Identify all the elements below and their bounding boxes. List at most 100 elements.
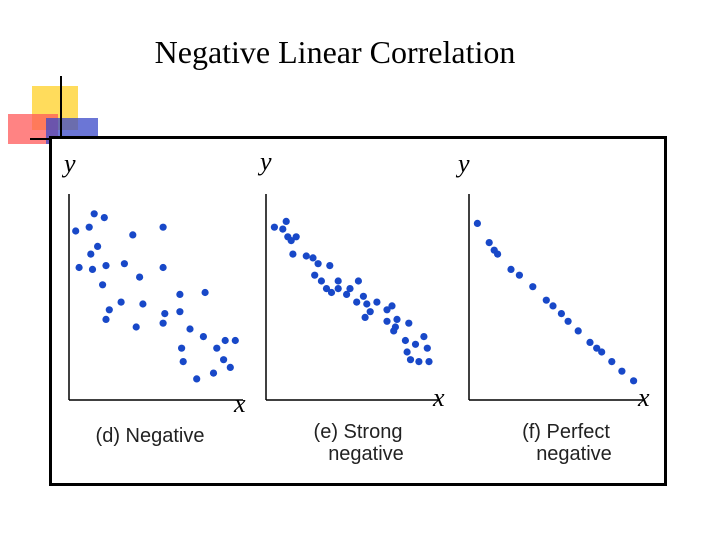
data-point — [586, 338, 594, 346]
data-point — [494, 250, 502, 258]
data-point — [159, 319, 167, 327]
data-point — [209, 369, 218, 377]
data-point — [401, 336, 409, 345]
data-point — [363, 300, 371, 308]
data-point — [75, 263, 83, 272]
data-point — [302, 252, 310, 260]
data-point — [326, 262, 334, 270]
data-point — [161, 310, 169, 318]
data-point — [542, 296, 550, 304]
data-point — [282, 217, 290, 225]
data-point — [129, 231, 137, 239]
y-axis-label: y — [257, 147, 272, 176]
figure-frame — [49, 136, 667, 486]
data-point — [87, 250, 95, 258]
data-point — [366, 308, 374, 316]
data-point — [359, 292, 367, 300]
data-point — [549, 302, 557, 310]
data-point — [100, 214, 108, 222]
data-point — [423, 344, 431, 352]
data-point — [405, 319, 413, 327]
data-point — [201, 288, 209, 297]
caption-line: (d) Negative — [96, 425, 205, 447]
data-point — [388, 302, 396, 310]
data-point — [159, 223, 167, 231]
data-point — [403, 348, 411, 356]
data-point — [221, 336, 229, 345]
data-point — [317, 277, 325, 285]
data-point — [411, 340, 420, 348]
data-point — [178, 344, 186, 352]
data-point — [226, 363, 234, 371]
caption-line: (f) Perfect — [522, 421, 610, 443]
caption-line: negative — [536, 443, 612, 465]
data-point — [289, 250, 297, 258]
scatter-plot-negative: y x (d) Negative — [61, 149, 246, 447]
data-point — [90, 210, 98, 218]
data-point — [72, 227, 80, 235]
data-point — [220, 356, 228, 364]
data-point — [179, 358, 187, 366]
data-point — [270, 223, 278, 231]
data-point — [94, 242, 102, 250]
data-point — [120, 260, 128, 268]
data-point — [425, 358, 433, 366]
data-point — [564, 317, 572, 325]
data-point — [284, 233, 292, 241]
data-point — [346, 285, 354, 293]
data-point — [199, 333, 207, 341]
data-point — [383, 306, 391, 314]
scatter-plot-strong-negative: y x (e) Strong negative — [257, 147, 445, 465]
caption-line: (e) Strong — [314, 421, 403, 443]
data-point — [186, 325, 194, 333]
data-point — [557, 310, 566, 318]
panel-caption: (e) Strong negative — [314, 421, 404, 465]
y-axis-label: y — [61, 149, 76, 178]
data-point — [136, 273, 144, 281]
data-point — [515, 271, 524, 279]
data-point — [618, 367, 626, 375]
panel-caption: (f) Perfect negative — [522, 421, 612, 465]
data-point — [361, 313, 369, 321]
data-point — [420, 333, 428, 341]
data-point — [292, 233, 300, 241]
data-point — [415, 358, 423, 366]
data-point — [383, 317, 391, 325]
data-point — [159, 263, 167, 272]
data-point — [322, 285, 331, 293]
data-point — [406, 356, 415, 364]
panel-caption: (d) Negative — [96, 425, 205, 447]
x-axis-label: x — [637, 383, 650, 412]
data-point — [598, 348, 606, 356]
data-point — [485, 239, 493, 247]
data-point — [309, 254, 317, 262]
data-point — [279, 225, 287, 233]
data-point — [176, 308, 184, 316]
data-point — [393, 315, 401, 323]
data-point — [193, 375, 201, 383]
data-point — [139, 300, 147, 308]
caption-line: negative — [328, 443, 404, 465]
data-point — [314, 260, 322, 268]
data-point — [373, 298, 381, 306]
data-point — [574, 327, 582, 335]
data-point — [507, 265, 515, 273]
data-point — [353, 298, 361, 306]
x-axis-label: x — [233, 389, 246, 418]
data-point — [473, 219, 481, 227]
data-point — [311, 271, 319, 279]
slide-title: Negative Linear Correlation — [154, 34, 516, 70]
y-axis-label: y — [455, 149, 470, 178]
data-point — [176, 290, 184, 298]
data-point — [334, 285, 342, 293]
data-point — [354, 277, 362, 285]
data-point — [343, 290, 351, 298]
data-point — [213, 344, 221, 352]
data-point — [529, 283, 537, 291]
data-point — [105, 306, 113, 314]
data-point — [630, 377, 638, 385]
data-point — [102, 262, 110, 270]
decoration-vertical-line — [60, 76, 62, 160]
data-point — [327, 288, 336, 297]
data-point — [99, 281, 107, 289]
